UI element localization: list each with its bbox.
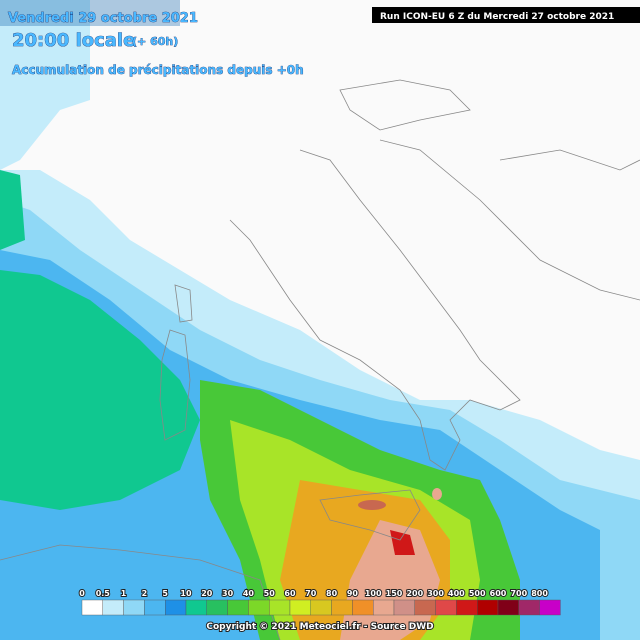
- legend-label: 0: [79, 589, 85, 598]
- legend-label: 100: [365, 589, 382, 598]
- legend-swatch: [373, 599, 395, 616]
- date-label: Vendredi 29 octobre 2021: [8, 11, 198, 26]
- legend-swatch: [414, 599, 436, 616]
- legend-swatch: [206, 599, 228, 616]
- precip-area: [358, 500, 386, 510]
- legend-label: 0.5: [96, 589, 111, 598]
- legend-swatch: [164, 599, 187, 616]
- legend-swatch: [518, 599, 540, 616]
- legend-swatch: [352, 599, 374, 616]
- legend-label: 1: [121, 589, 127, 598]
- header-backdrop: [0, 0, 180, 26]
- legend-swatch: [477, 599, 499, 616]
- legend-swatch: [289, 599, 311, 616]
- legend-swatch: [539, 599, 561, 616]
- legend-label: 500: [469, 589, 486, 598]
- legend-swatch: [248, 599, 270, 616]
- legend-label: 50: [264, 589, 276, 598]
- legend-label: 2: [142, 589, 148, 598]
- legend-label: 60: [284, 589, 296, 598]
- legend-label: 200: [406, 589, 423, 598]
- legend-label: 800: [531, 589, 548, 598]
- legend-swatch: [456, 599, 478, 616]
- legend-label: 90: [347, 589, 359, 598]
- legend-swatch: [144, 599, 166, 616]
- legend-swatch: [81, 599, 103, 616]
- legend-swatch: [435, 599, 457, 616]
- legend-label: 80: [326, 589, 338, 598]
- run-label: Run ICON-EU 6 Z du Mercredi 27 octobre 2…: [380, 12, 614, 22]
- precip-area: [0, 0, 90, 170]
- legend-swatch: [269, 599, 291, 616]
- legend-swatch: [102, 599, 124, 616]
- precip-area: [0, 270, 200, 510]
- precip-area: [390, 530, 415, 555]
- legend-swatch: [393, 599, 415, 616]
- copyright: Copyright © 2021 Meteociel.fr - Source D…: [206, 622, 433, 632]
- field-label: Accumulation de précipitations depuis +0…: [12, 63, 304, 77]
- precip-area: [432, 488, 442, 500]
- legend-label: 150: [386, 589, 403, 598]
- legend-label: 10: [180, 589, 192, 598]
- legend-label: 300: [427, 589, 444, 598]
- lead-label: (+ 60h): [132, 35, 178, 48]
- legend-label: 70: [305, 589, 317, 598]
- legend-label: 5: [162, 589, 168, 598]
- legend-label: 30: [222, 589, 234, 598]
- legend-swatch: [331, 599, 353, 616]
- legend-swatch: [123, 599, 145, 616]
- legend-label: 700: [510, 589, 527, 598]
- legend-swatch: [185, 599, 207, 616]
- legend-label: 40: [243, 589, 255, 598]
- legend-label: 400: [448, 589, 465, 598]
- legend-swatch: [497, 599, 519, 616]
- legend-swatch: [227, 599, 249, 616]
- legend-label: 20: [201, 589, 213, 598]
- coastlines: [0, 79, 640, 640]
- precip-area: [0, 170, 25, 250]
- time-label: 20:00 locale: [12, 30, 135, 51]
- legend: 0 0.5 1 2 5 10 20 30 40 50 60 70 80 90 100 150 200 300 400…: [78, 588, 561, 616]
- legend-swatch: [310, 599, 332, 616]
- legend-label: 600: [490, 589, 507, 598]
- run-banner: [372, 7, 640, 23]
